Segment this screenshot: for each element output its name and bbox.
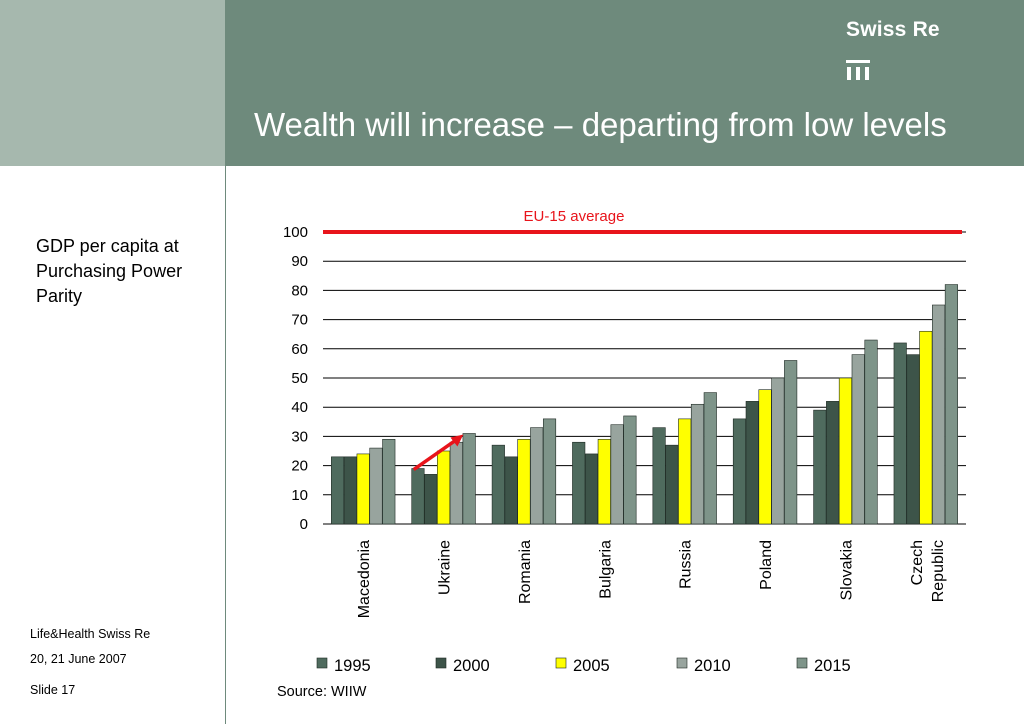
x-category-label: Russia bbox=[678, 540, 695, 589]
bar bbox=[944, 284, 958, 525]
y-tick-label: 0 bbox=[300, 516, 308, 533]
legend-swatch bbox=[796, 657, 808, 669]
chart-subtitle: GDP per capita at Purchasing Power Parit… bbox=[36, 236, 183, 306]
bar bbox=[343, 456, 357, 525]
bar bbox=[369, 447, 383, 525]
y-tick-label: 70 bbox=[291, 312, 308, 329]
legend-label: 2010 bbox=[694, 657, 731, 675]
bar bbox=[356, 453, 370, 525]
bar bbox=[491, 444, 505, 525]
legend-swatch bbox=[316, 657, 328, 669]
legend-swatch bbox=[435, 657, 447, 669]
bar bbox=[784, 360, 798, 525]
bar bbox=[932, 304, 946, 525]
bar bbox=[462, 433, 476, 525]
x-category-label: Bulgaria bbox=[597, 540, 614, 599]
bar bbox=[745, 401, 759, 525]
bar bbox=[652, 427, 666, 525]
y-tick-label: 80 bbox=[291, 282, 308, 299]
legend-label: 2000 bbox=[453, 657, 490, 675]
bar bbox=[851, 354, 865, 525]
bar bbox=[690, 403, 705, 525]
bar bbox=[597, 439, 611, 525]
bar bbox=[542, 418, 557, 525]
bar bbox=[732, 418, 747, 525]
x-category-label: Ukraine bbox=[437, 540, 454, 595]
reference-line-label: EU-15 average bbox=[524, 208, 625, 225]
bar bbox=[517, 439, 531, 525]
divider-line bbox=[225, 166, 226, 724]
bar bbox=[665, 444, 679, 525]
bar bbox=[826, 401, 840, 525]
bar bbox=[584, 453, 599, 525]
footer-company: Life&Health Swiss Re bbox=[30, 627, 151, 641]
legend-label: 2005 bbox=[573, 657, 610, 675]
y-tick-label: 40 bbox=[291, 399, 308, 416]
bar bbox=[623, 415, 637, 525]
y-tick-label: 30 bbox=[291, 428, 308, 445]
brand-name: Swiss Re bbox=[846, 18, 940, 41]
bar bbox=[572, 441, 586, 525]
x-category-label: Romania bbox=[517, 540, 534, 604]
y-tick-label: 100 bbox=[283, 224, 308, 241]
y-tick-label: 90 bbox=[291, 253, 308, 270]
x-category-label: Macedonia bbox=[356, 540, 373, 618]
bar bbox=[424, 474, 438, 525]
bar bbox=[893, 342, 907, 525]
x-category-label: Slovakia bbox=[838, 540, 855, 601]
y-tick-label: 60 bbox=[291, 341, 308, 358]
footer-slide-number: Slide 17 bbox=[30, 683, 76, 697]
y-tick-label: 10 bbox=[291, 487, 308, 504]
growth-arrow-head bbox=[450, 434, 464, 447]
x-category-label: Poland bbox=[758, 540, 775, 590]
bar bbox=[449, 441, 463, 525]
footer-date: 20, 21 June 2007 bbox=[30, 652, 127, 666]
bar bbox=[703, 392, 717, 525]
bar bbox=[919, 330, 933, 525]
bar bbox=[906, 354, 920, 525]
bar bbox=[678, 418, 692, 525]
bar bbox=[838, 377, 852, 525]
swiss-re-logo-icon bbox=[846, 60, 870, 80]
x-category-label: Czech Republic bbox=[909, 540, 947, 602]
page-title: Wealth will increase – departing from lo… bbox=[254, 106, 947, 143]
growth-arrow bbox=[412, 439, 457, 471]
bar bbox=[771, 377, 785, 525]
header-left-panel bbox=[0, 0, 225, 166]
bar bbox=[530, 427, 544, 525]
bar bbox=[813, 409, 827, 525]
legend-label: 1995 bbox=[334, 657, 371, 675]
bar bbox=[610, 424, 624, 525]
bar bbox=[382, 439, 396, 525]
bar bbox=[758, 389, 772, 525]
legend-label: 2015 bbox=[814, 657, 851, 675]
bar bbox=[331, 456, 345, 525]
bar bbox=[411, 468, 425, 525]
legend-swatch bbox=[676, 657, 688, 669]
bar bbox=[864, 339, 878, 525]
header-banner bbox=[225, 0, 1024, 166]
source-note: Source: WIIW bbox=[277, 684, 367, 700]
y-tick-label: 20 bbox=[291, 458, 308, 475]
bar bbox=[504, 456, 518, 525]
bar bbox=[437, 450, 451, 525]
legend-swatch bbox=[555, 657, 567, 669]
y-tick-label: 50 bbox=[291, 370, 308, 387]
